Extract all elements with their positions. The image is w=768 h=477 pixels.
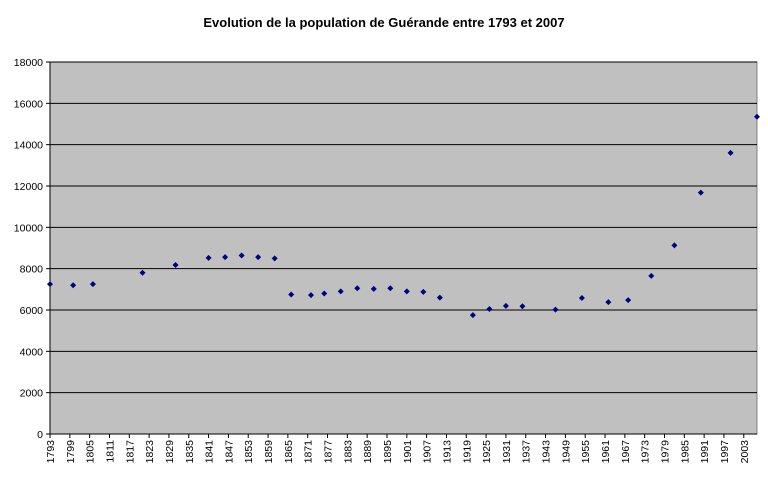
data-point (502, 302, 509, 309)
data-point (420, 288, 427, 295)
data-series (47, 113, 760, 319)
x-tick-label: 1823 (144, 440, 156, 464)
y-tick-label: 12000 (14, 181, 43, 193)
data-point (403, 288, 410, 295)
x-tick-label: 1967 (620, 440, 632, 464)
data-point (605, 299, 612, 306)
x-tick-label: 1931 (501, 440, 513, 464)
data-point (552, 306, 559, 313)
data-point (255, 254, 262, 261)
y-tick-label: 14000 (14, 140, 43, 152)
data-point (354, 285, 361, 292)
x-axis: 1793 1799 1805 1811 1817 1823 1829 1835 1841 1847… (45, 433, 757, 464)
x-tick-label: 1919 (461, 440, 473, 464)
x-tick-label: 1817 (124, 440, 136, 464)
x-tick-label: 1805 (85, 440, 97, 464)
x-tick-label: 1829 (164, 440, 176, 464)
x-tick-label: 1793 (45, 440, 57, 464)
data-point (469, 312, 476, 319)
x-tick-label: 1973 (640, 440, 652, 464)
data-point (307, 292, 314, 299)
data-point (648, 272, 655, 279)
data-point (727, 149, 734, 156)
y-axis: 0 2000 4000 6000 8000 10000 12000 14000 16000 180… (14, 57, 51, 441)
x-tick-label: 1871 (303, 440, 315, 464)
x-tick-label: 1799 (65, 440, 77, 464)
x-tick-label: 1979 (659, 440, 671, 464)
x-tick-label: 1853 (243, 440, 255, 464)
data-point (519, 303, 526, 310)
data-point (139, 269, 146, 276)
data-point (436, 294, 443, 301)
data-point (387, 285, 394, 292)
y-tick-label: 2000 (20, 388, 44, 400)
x-tick-label: 1877 (323, 440, 335, 464)
x-tick-label: 1955 (580, 440, 592, 464)
y-tick-label: 6000 (20, 305, 44, 317)
y-tick-label: 8000 (20, 264, 44, 276)
data-point (238, 252, 245, 259)
data-point (337, 288, 344, 295)
y-tick-label: 0 (37, 429, 43, 441)
x-tick-label: 1835 (184, 440, 196, 464)
x-tick-label: 1937 (521, 440, 533, 464)
x-tick-label: 1997 (719, 440, 731, 464)
data-point (172, 261, 179, 268)
x-tick-label: 1895 (382, 440, 394, 464)
data-point (205, 254, 212, 261)
x-tick-label: 1847 (223, 440, 235, 464)
x-tick-label: 1883 (342, 440, 354, 464)
x-tick-label: 2003 (739, 440, 751, 464)
chart-title: Evolution de la population de Guérande e… (203, 15, 565, 30)
x-tick-label: 1841 (204, 440, 216, 464)
data-point (288, 291, 295, 298)
plot-area (49, 61, 758, 435)
plot-background (49, 61, 758, 435)
data-point (222, 254, 229, 261)
x-tick-label: 1865 (283, 440, 295, 464)
y-tick-label: 4000 (20, 346, 44, 358)
data-point (271, 255, 278, 262)
x-tick-label: 1859 (263, 440, 275, 464)
data-point (754, 113, 760, 120)
data-point (89, 281, 96, 288)
y-tick-label: 18000 (14, 57, 43, 69)
data-point (321, 290, 328, 297)
x-tick-label: 1907 (422, 440, 434, 464)
x-tick-label: 1991 (699, 440, 711, 464)
data-point (370, 285, 377, 292)
data-point (625, 297, 632, 304)
y-tick-label: 10000 (14, 222, 43, 234)
x-tick-label: 1925 (481, 440, 493, 464)
x-tick-label: 1901 (402, 440, 414, 464)
data-point (671, 242, 678, 249)
x-tick-label: 1961 (600, 440, 612, 464)
x-tick-label: 1985 (679, 440, 691, 464)
x-tick-label: 1949 (560, 440, 572, 464)
x-tick-label: 1811 (104, 440, 116, 463)
x-tick-label: 1889 (362, 440, 374, 464)
x-tick-label: 1913 (441, 440, 453, 464)
y-tick-label: 16000 (14, 98, 43, 110)
data-point (486, 305, 493, 312)
data-point (578, 295, 585, 302)
data-point (70, 282, 77, 289)
data-point (697, 189, 704, 196)
data-point (47, 281, 53, 288)
x-tick-label: 1943 (541, 440, 553, 464)
